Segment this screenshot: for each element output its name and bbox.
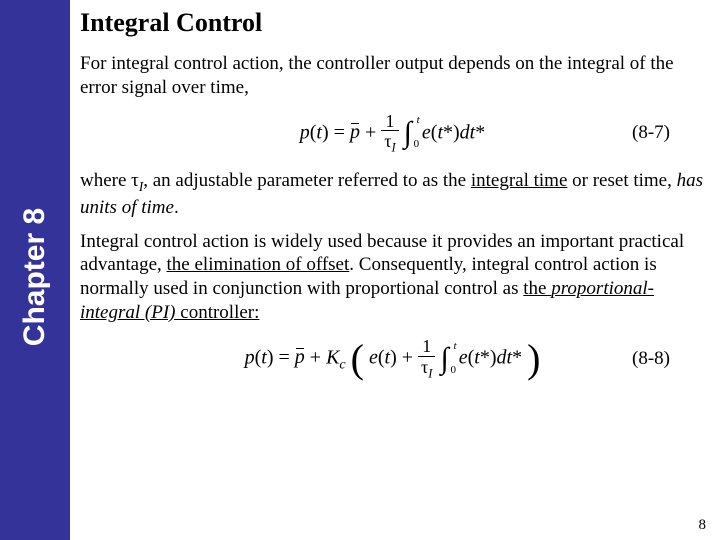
chapter-label: Chapter 8 — [18, 147, 52, 407]
integral-time-term: integral time — [471, 170, 568, 191]
text: . — [174, 197, 179, 218]
equation-8-7-label: (8-7) — [632, 122, 670, 144]
slide-title: Integral Control — [80, 8, 705, 38]
text: , an adjustable parameter referred to as… — [143, 170, 471, 191]
paragraph-usage: Integral control action is widely used b… — [80, 230, 705, 325]
chapter-sidebar: Chapter 8 — [0, 0, 70, 540]
equation-8-8-label: (8-8) — [632, 348, 670, 370]
text: where — [80, 170, 131, 191]
equation-8-8: p(t) = p + Kc ( e(t) + 1τI ∫t0 e(t*)dt* … — [80, 337, 705, 381]
paragraph-intro: For integral control action, the control… — [80, 52, 705, 100]
paragraph-where: where τI, an adjustable parameter referr… — [80, 169, 705, 219]
text: or reset time, — [567, 170, 676, 191]
equation-8-7: p(t) = p + 1τI ∫t0 e(t*)dt* (8-7) — [80, 112, 705, 156]
elimination-offset: the elimination of offset — [167, 254, 350, 275]
page-number: 8 — [699, 517, 707, 534]
slide-content: Integral Control For integral control ac… — [80, 8, 705, 395]
